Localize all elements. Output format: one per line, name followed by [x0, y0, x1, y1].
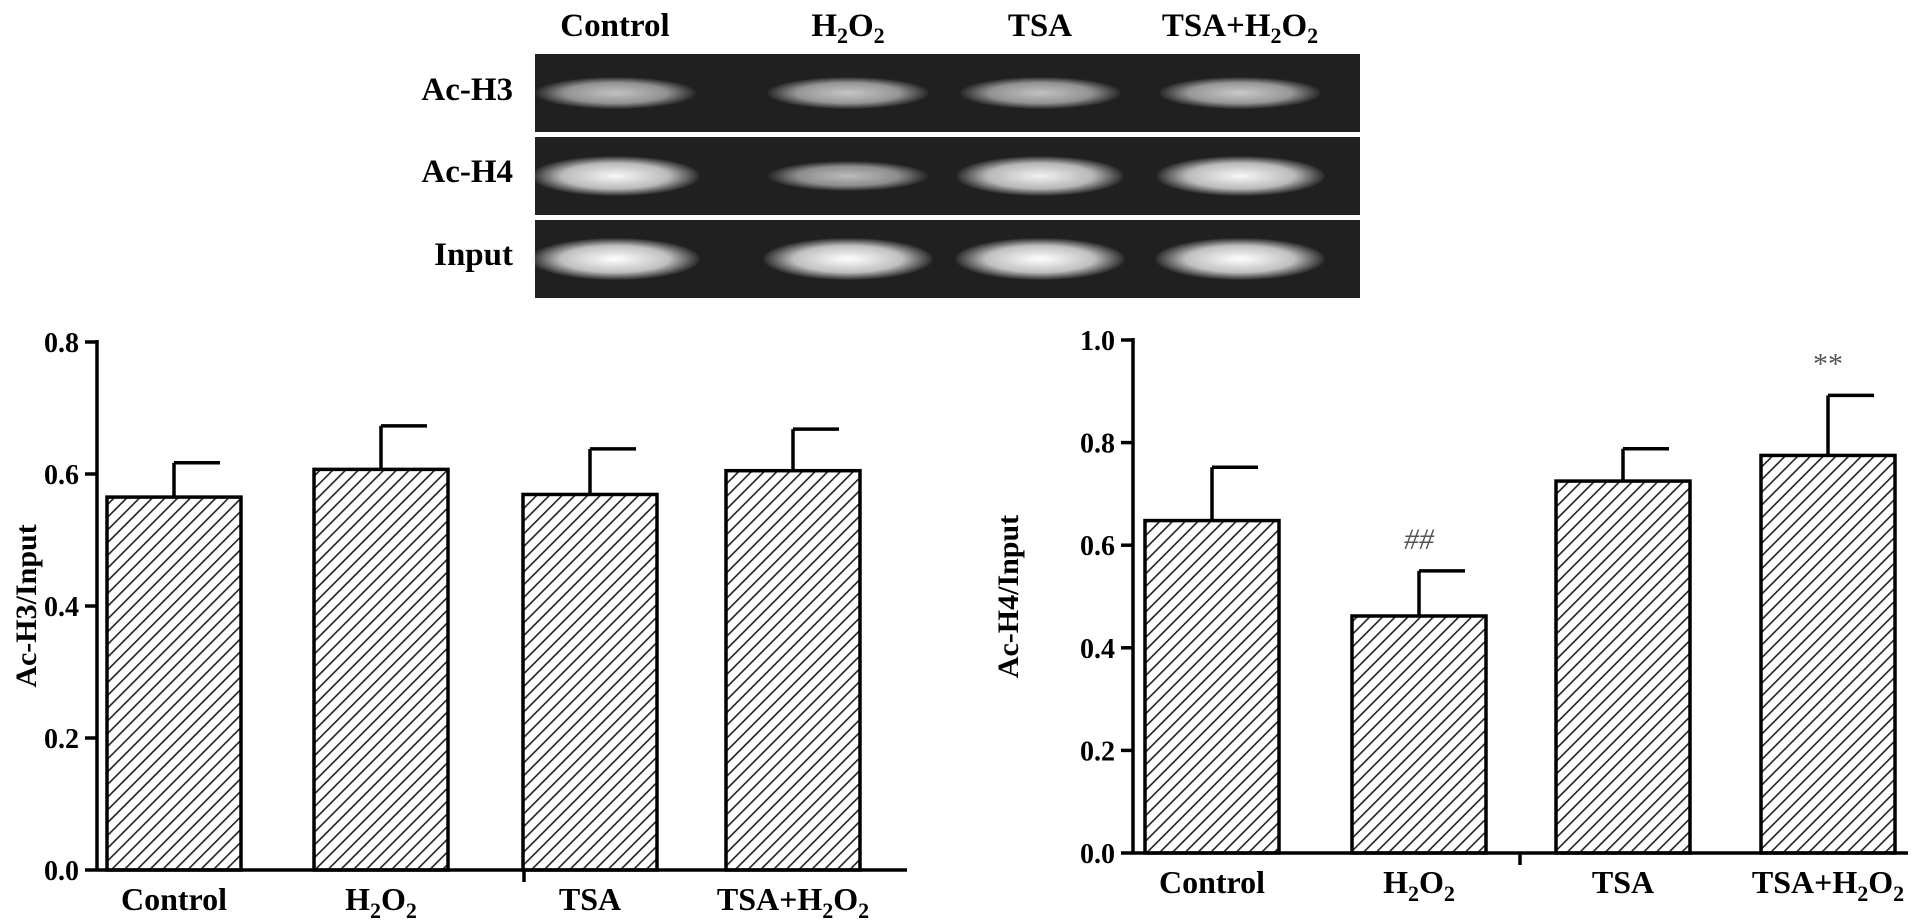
blot-strip-ac-h3 [534, 54, 1360, 132]
blot-band [1159, 76, 1321, 110]
blot-band [763, 238, 933, 280]
y-tick-label: 0.6 [44, 460, 79, 491]
blot-row-label-ac-h3: Ac-H3 [421, 72, 513, 108]
significance-annotation: ## [1404, 523, 1435, 556]
western-blot-panel: Control H2O2 TSA TSA+H2O2 Ac-H3 Ac-H4 In… [0, 0, 1913, 300]
y-tick-label: 0.8 [1080, 429, 1115, 460]
blot-band [959, 77, 1121, 109]
x-tick-label: H2​O2​ [1383, 864, 1455, 906]
chart-ac-h3: 0.0 0.2 0.4 0.6 0.8 Ac-H3/Input Control H2​O2​ T… [10, 328, 907, 922]
y-tick-label: 0.6 [1080, 531, 1115, 562]
x-tick-label: Control [1159, 864, 1265, 900]
bar [1350, 614, 1488, 855]
x-tick-label: Control [121, 881, 227, 917]
blot-band [1155, 155, 1325, 197]
blot-lane-label-h2o2: H2O2 [811, 8, 885, 48]
bar [1554, 479, 1692, 855]
bar [724, 468, 862, 872]
x-tick-label: TSA [559, 881, 621, 917]
y-tick-label: 0.4 [44, 592, 79, 623]
y-tick-label: 0.0 [1080, 839, 1115, 870]
blot-band [530, 155, 700, 197]
blot-strip-input [530, 220, 1360, 298]
x-tick-label: TSA+H2​O2​ [1752, 864, 1904, 906]
bar [521, 492, 659, 872]
bar [1143, 518, 1281, 855]
y-tick-label: 0.2 [44, 724, 79, 755]
x-tick-label: TSA+H2​O2​ [717, 881, 869, 922]
significance-annotation: ** [1813, 347, 1843, 380]
blot-band [534, 77, 696, 109]
y-tick-label: 0.4 [1080, 634, 1115, 665]
y-tick-label: 0.2 [1080, 736, 1115, 767]
blot-band [768, 161, 928, 191]
blot-lane-label-tsa: TSA [1007, 8, 1073, 44]
blot-band [955, 238, 1125, 280]
y-axis-label: Ac-H4/Input [992, 515, 1025, 678]
bar [105, 495, 243, 872]
chart-ac-h4: ## ** 0.0 0.2 0.4 0.6 0.8 1.0 Ac-H4/Input Control… [992, 326, 1908, 906]
x-tick-label: H2​O2​ [345, 881, 417, 922]
bar [1759, 453, 1897, 855]
blot-lane-label-control: Control [560, 8, 670, 44]
blot-row-label-input: Input [434, 237, 513, 273]
blot-lane-label-tsa-h2o2: TSA+H2O2 [1161, 8, 1319, 48]
bar [312, 467, 450, 872]
y-tick-label: 0.8 [44, 328, 79, 359]
y-tick-label: 1.0 [1080, 326, 1115, 357]
y-axis-label: Ac-H3/Input [10, 524, 43, 687]
y-tick-label: 0.0 [44, 856, 79, 887]
blot-band [1155, 238, 1325, 280]
x-tick-label: TSA [1592, 864, 1654, 900]
blot-band [956, 156, 1124, 196]
blot-band [530, 238, 700, 280]
blot-band [767, 77, 929, 109]
blot-row-label-ac-h4: Ac-H4 [421, 154, 513, 190]
blot-strip-ac-h4 [530, 137, 1360, 215]
